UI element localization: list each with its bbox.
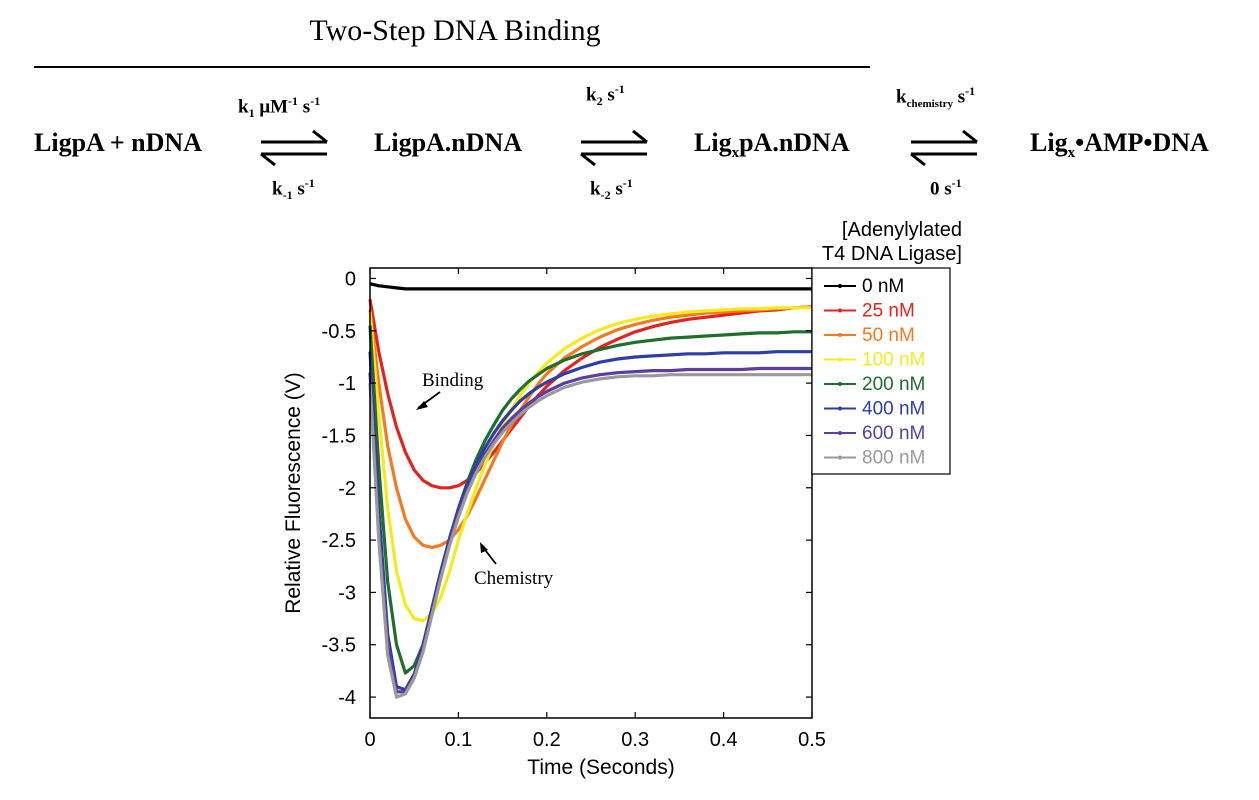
rate-reverse-chemistry: 0 s-1	[930, 176, 962, 200]
legend-marker	[838, 284, 842, 288]
title-underline	[34, 66, 870, 68]
rate-k2: k2 s-1	[586, 82, 625, 109]
equilibrium-arrow-2	[580, 130, 648, 166]
legend-entry: 800 nM	[862, 448, 925, 469]
legend-entry: 0 nM	[862, 276, 904, 297]
legend-title-line: [Adenylylated	[842, 219, 962, 241]
species-ligpa-ndna-complex: LigpA.nDNA	[374, 128, 523, 157]
y-tick-label: -3.5	[322, 635, 356, 657]
x-tick-label: 0	[364, 729, 375, 751]
series-line-600-nM	[368, 366, 812, 694]
legend-entry: 25 nM	[862, 301, 915, 322]
series-line-100-nM	[368, 306, 812, 623]
y-tick-label: -2.5	[322, 530, 356, 552]
y-tick-label: -1	[338, 373, 356, 395]
y-tick-label: -4	[338, 687, 356, 709]
series-line-0-nM	[369, 282, 812, 291]
y-tick-label: -0.5	[322, 321, 356, 343]
legend-entry: 200 nM	[862, 374, 925, 395]
legend-entry: 600 nM	[862, 423, 925, 444]
plot-frame	[369, 267, 813, 719]
legend-marker	[838, 357, 842, 362]
legend-box	[811, 267, 951, 475]
series-line-50-nM	[368, 305, 813, 549]
y-tick-label: -2	[338, 478, 356, 500]
legend-marker	[838, 382, 842, 386]
y-axis-label: Relative Fluorescence (V)	[282, 372, 305, 614]
x-axis-label: Time (Seconds)	[527, 756, 674, 779]
x-tick-label: 0.5	[798, 729, 826, 751]
annotation-chemistry-arrowhead	[480, 542, 488, 553]
species-ligxpa-ndna: LigxpA.nDNA	[694, 128, 850, 162]
series-line-800-nM	[368, 373, 812, 699]
legend-marker	[838, 406, 842, 411]
rate-k-minus-2: k-2 s-1	[590, 176, 633, 203]
legend-entry: 50 nM	[862, 325, 915, 346]
legend-title-line: T4 DNA Ligase]	[822, 243, 962, 265]
legend-marker	[838, 455, 842, 460]
x-tick-label: 0.4	[710, 729, 738, 751]
equilibrium-arrow-3	[910, 130, 978, 166]
x-tick-label: 0.2	[533, 729, 561, 751]
y-tick-label: -1.5	[322, 425, 356, 447]
rate-k-minus-1: k-1 s-1	[272, 176, 315, 203]
y-tick-label: 0	[345, 268, 356, 290]
rate-k1: k1 μM-1 s-1	[238, 94, 321, 121]
fluorescence-chart: 0 0.1 0.2 0.3 0.4 0.5 0 -0.5 -1 -1.5 -2 -2.5 -3 -3.5 -…	[282, 219, 962, 779]
legend-marker	[838, 431, 842, 435]
equilibrium-arrow-1	[260, 130, 328, 166]
legend-entry: 400 nM	[862, 399, 925, 420]
scheme-title: Two-Step DNA Binding	[309, 14, 601, 47]
legend-marker	[838, 333, 842, 337]
series-line-400-nM	[368, 350, 812, 692]
species-ligpa-ndna: LigpA + nDNA	[34, 128, 202, 157]
annotation-binding: Binding	[422, 370, 484, 391]
annotation-chemistry: Chemistry	[474, 568, 554, 589]
y-tick-label: -3	[338, 582, 356, 604]
legend-marker	[838, 308, 842, 313]
species-ligx-amp-dna: Ligx•AMP•DNA	[1030, 128, 1209, 162]
legend-entry: 100 nM	[862, 350, 925, 371]
annotation-binding-arrowhead	[416, 401, 428, 410]
x-tick-label: 0.1	[444, 729, 472, 751]
x-tick-label: 0.3	[621, 729, 649, 751]
rate-k-chemistry: kchemistry s-1	[896, 84, 976, 111]
